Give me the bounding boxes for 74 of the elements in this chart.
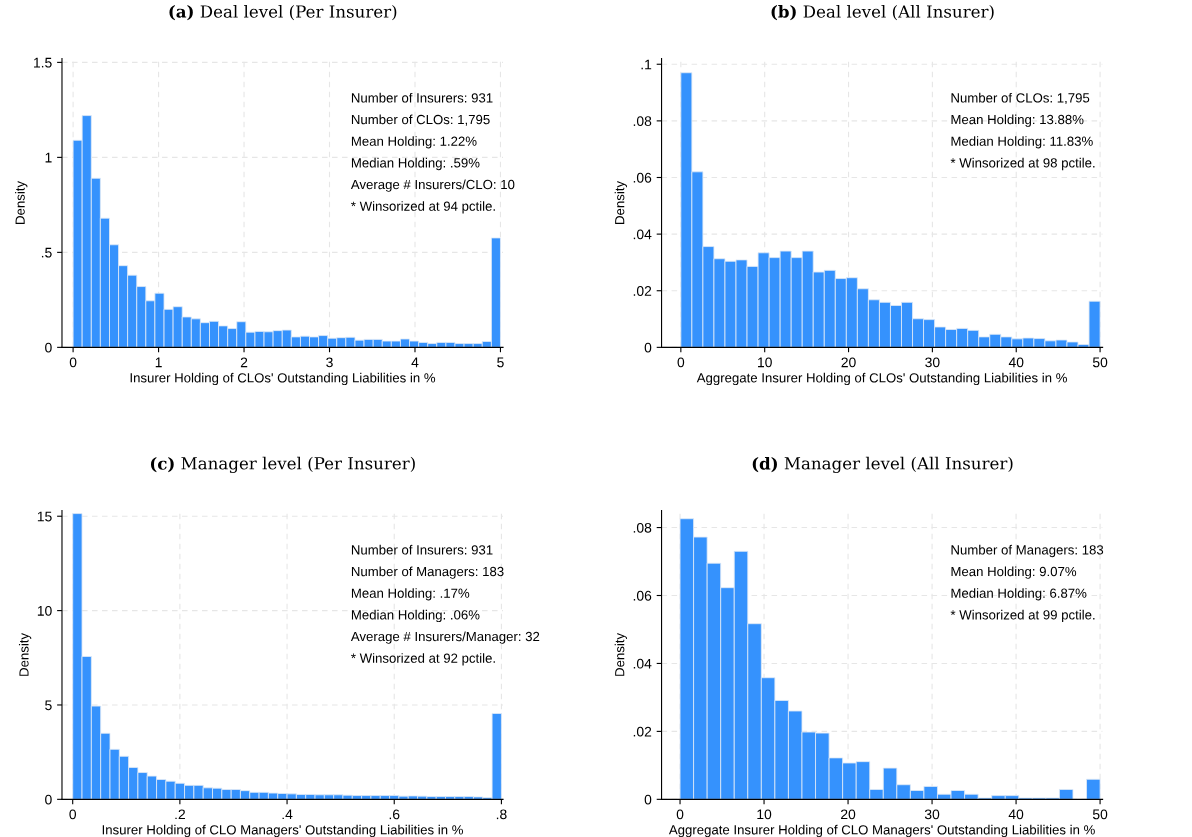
- x-tick-label: .8: [496, 809, 507, 820]
- annotation: Median Holding: .06%: [351, 609, 480, 623]
- x-tick-label: 5: [497, 357, 504, 368]
- x-tick-label: 3: [326, 357, 333, 368]
- y-tick-label: .5: [41, 247, 52, 258]
- annotation: Number of Managers: 183: [351, 566, 504, 579]
- x-tick-label: 50: [1092, 357, 1108, 368]
- y-tick-label: 10: [37, 605, 52, 616]
- annotation: Average # Insurers/CLO: 10: [350, 179, 515, 192]
- annotation: Mean Holding: 13.88%: [951, 114, 1084, 127]
- annotation: Median Holding: 6.87%: [951, 588, 1087, 601]
- annotation: Number of Managers: 183: [951, 544, 1104, 558]
- y-tick-label: .04: [633, 229, 652, 240]
- y-tick-label: 0: [644, 342, 652, 353]
- x-tick-label: 0: [69, 357, 77, 368]
- x-tick-label: 30: [925, 357, 940, 368]
- x-tick-label: 0: [676, 809, 684, 820]
- y-axis-title: Density: [18, 632, 32, 676]
- x-tick-label: 0: [677, 357, 685, 368]
- y-tick-label: 1.5: [34, 57, 52, 68]
- x-tick-label: .6: [389, 809, 400, 820]
- chart-title: (c) Manager level (Per Insurer): [150, 456, 415, 474]
- x-tick-label: .2: [175, 809, 185, 820]
- y-axis-title: Density: [614, 181, 627, 224]
- x-tick-label: 40: [1008, 809, 1024, 820]
- x-axis-title: Aggregate Insurer Holding of CLOs' Outstanding Liabilities in %: [696, 372, 1067, 386]
- annotation: Median Holding: 11.83%: [951, 136, 1093, 149]
- x-tick-label: 20: [841, 357, 856, 368]
- annotation: * Winsorized at 92 pctile.: [351, 653, 495, 666]
- annotation: Average # Insurers/Manager: 32: [350, 631, 540, 644]
- y-tick-label: .1: [641, 59, 652, 70]
- chart-title: (b) Deal level (All Insurer): [771, 4, 994, 21]
- y-tick-label: .08: [633, 522, 652, 533]
- x-tick-label: .4: [282, 809, 293, 820]
- chart-title: (a) Deal level (Per Insurer): [169, 4, 397, 21]
- y-tick-label: 0: [644, 794, 652, 805]
- y-tick-label: 5: [45, 700, 52, 711]
- x-axis-title: Insurer Holding of CLOs' Outstanding Liabilities in %: [130, 372, 436, 386]
- annotation: * Winsorized at 98 pctile.: [950, 157, 1095, 171]
- y-tick-label: .04: [633, 658, 652, 669]
- annotation: Number of Insurers: 931: [351, 544, 493, 555]
- y-tick-label: .08: [633, 116, 652, 127]
- y-tick-label: .02: [633, 286, 652, 296]
- y-tick-label: .06: [633, 172, 652, 183]
- annotation: * Winsorized at 94 pctile.: [351, 201, 495, 214]
- x-tick-label: 10: [757, 809, 772, 820]
- annotation: Mean Holding: .17%: [351, 588, 470, 601]
- y-axis-title: Density: [15, 181, 28, 224]
- x-tick-label: 4: [411, 357, 419, 368]
- y-tick-label: 1: [45, 152, 52, 163]
- annotation: Median Holding: .59%: [351, 157, 480, 171]
- annotation: Mean Holding: 9.07%: [951, 566, 1077, 579]
- x-axis-title: Aggregate Insurer Holding of CLO Managers' Outstanding Liabilities in %: [668, 824, 1095, 837]
- y-tick-label: .02: [633, 726, 652, 737]
- y-tick-label: 0: [45, 794, 52, 805]
- annotation: Mean Holding: 1.22%: [351, 136, 477, 149]
- x-tick-label: 2: [240, 357, 248, 368]
- x-tick-label: 0: [69, 809, 77, 820]
- x-axis-title: Insurer Holding of CLO Managers' Outstanding Liabilities in %: [102, 824, 463, 837]
- x-tick-label: 50: [1092, 809, 1108, 820]
- y-tick-label: 0: [45, 342, 52, 353]
- annotation: * Winsorized at 99 pctile.: [950, 609, 1095, 623]
- x-tick-label: 20: [841, 809, 856, 820]
- annotation: Number of CLOs: 1,795: [351, 114, 490, 126]
- x-tick-label: 10: [758, 357, 772, 368]
- x-tick-label: 30: [924, 809, 940, 820]
- chart-title: (d) Manager level (All Insurer): [752, 456, 1013, 474]
- x-tick-label: 1: [155, 357, 162, 368]
- y-tick-label: 15: [37, 511, 52, 522]
- annotation: Number of Insurers: 931: [351, 92, 493, 103]
- annotation: Number of CLOs: 1,795: [951, 92, 1090, 105]
- x-tick-label: 40: [1008, 357, 1024, 368]
- y-tick-label: .06: [633, 590, 652, 601]
- y-axis-title: Density: [614, 632, 627, 676]
